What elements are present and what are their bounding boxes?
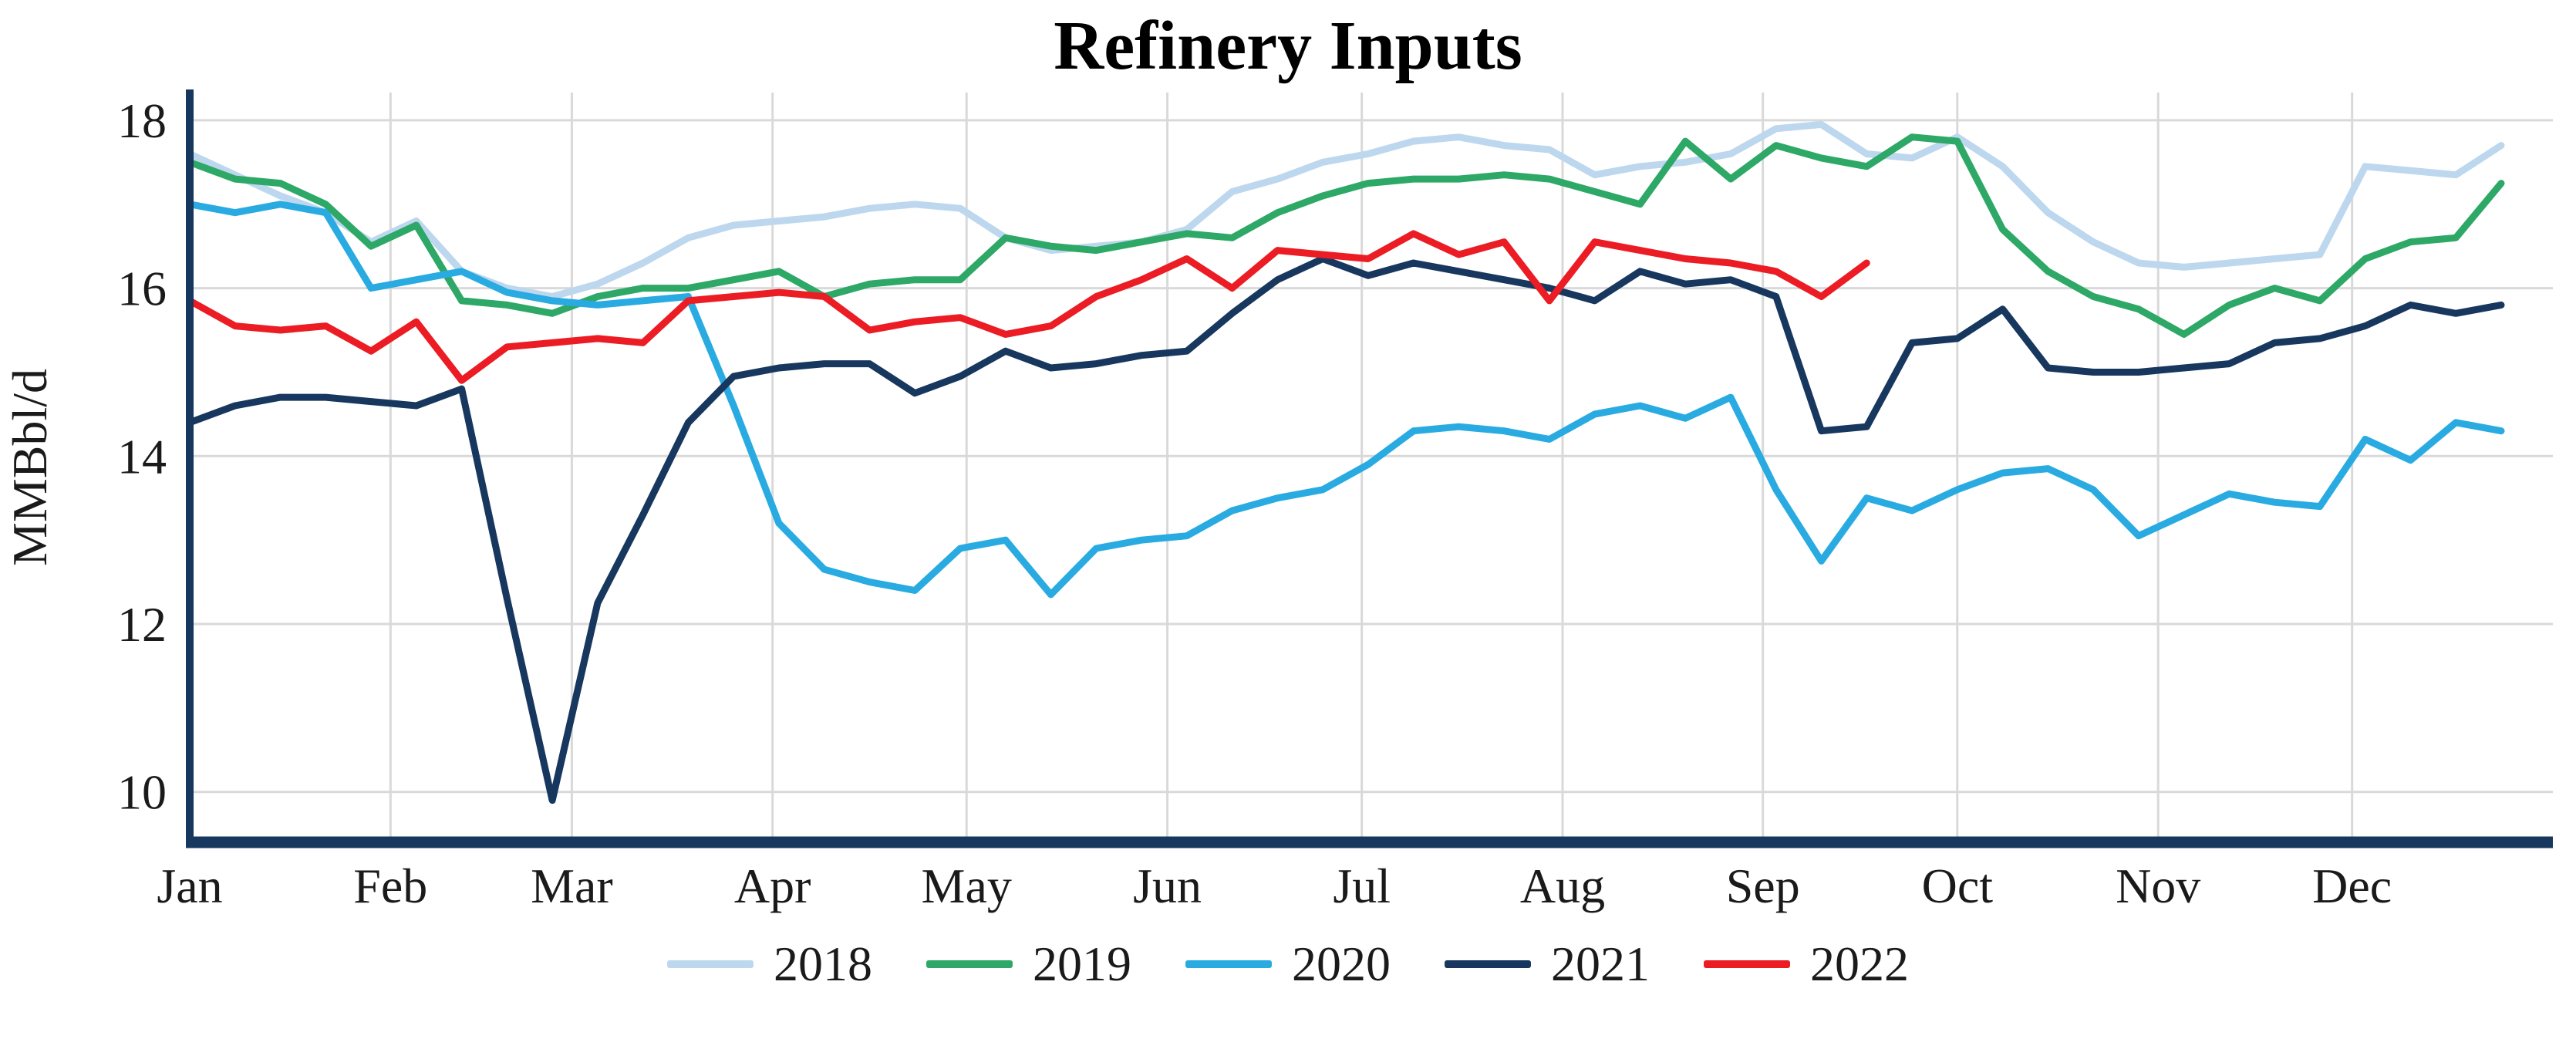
series-line-2022 (186, 230, 1870, 384)
legend-item-2020: 2020 (1185, 936, 1391, 993)
legend-label: 2020 (1292, 936, 1391, 991)
series-line-2021 (186, 255, 2505, 804)
series-line-2020 (186, 201, 2505, 599)
legend-swatch-2021 (1445, 960, 1531, 968)
x-tick-label: Jul (1333, 858, 1391, 913)
legend-label: 2021 (1551, 936, 1650, 991)
legend-label: 2019 (1033, 936, 1131, 991)
legend-label: 2018 (774, 936, 872, 991)
legend-swatch-2019 (926, 960, 1013, 968)
legend-swatch-2018 (667, 960, 754, 968)
legend-swatch-2022 (1704, 960, 1790, 968)
x-tick-label: Sep (1726, 858, 1800, 913)
x-tick-label: Nov (2116, 858, 2200, 913)
legend-item-2022: 2022 (1704, 936, 1909, 993)
x-tick-label: Oct (1922, 858, 1994, 913)
gridlines (190, 93, 2553, 842)
x-tick-label: Aug (1520, 858, 1605, 913)
chart-title: Refinery Inputs (1054, 8, 1522, 84)
x-tick-label: May (922, 858, 1012, 913)
x-tick-label: Apr (734, 858, 811, 913)
x-tick-label: Dec (2312, 858, 2392, 913)
series-line-2019 (186, 133, 2505, 338)
legend-item-2019: 2019 (926, 936, 1131, 993)
legend: 2018 2019 2020 2021 2022 (0, 929, 2576, 999)
x-tick-label: Mar (531, 858, 613, 913)
y-axis-label: MMBbl/d (2, 369, 57, 566)
legend-swatch-2020 (1185, 960, 1272, 968)
y-tick-label: 18 (117, 93, 167, 148)
series-line-2018 (186, 120, 2505, 300)
legend-label: 2022 (1810, 936, 1909, 991)
y-tick-label: 10 (117, 765, 167, 820)
tick-labels: 10 12 14 16 18 Jan Feb Mar Apr May Jun Jul Aug Sep Oct… (117, 93, 2392, 913)
line-chart: 10 12 14 16 18 Jan Feb Mar Apr May Jun Jul Aug Sep Oct… (2, 89, 2553, 913)
x-tick-label: Feb (353, 858, 427, 913)
y-tick-label: 14 (117, 429, 167, 484)
axes (186, 89, 2553, 848)
y-tick-label: 16 (117, 261, 167, 316)
y-tick-label: 12 (117, 597, 167, 652)
x-tick-label: Jan (157, 858, 222, 913)
x-tick-label: Jun (1133, 858, 1202, 913)
series-lines (186, 120, 2505, 804)
legend-item-2021: 2021 (1445, 936, 1650, 993)
legend-item-2018: 2018 (667, 936, 872, 993)
